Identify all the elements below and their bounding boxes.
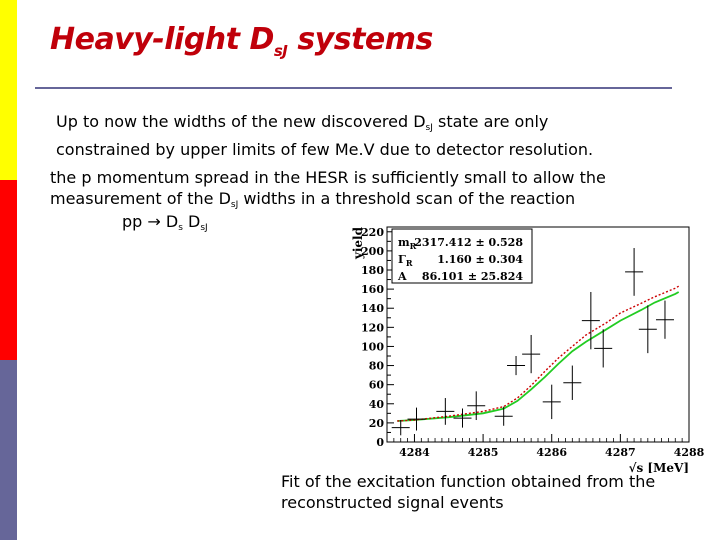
x-tick-label: 4288 — [674, 446, 705, 459]
sidebar-yellow-band — [0, 0, 17, 180]
y-tick-label: 160 — [361, 283, 384, 296]
data-point — [594, 329, 613, 368]
y-tick-label: 100 — [361, 340, 384, 353]
para1-text-a: Up to now the widths of the new discover… — [56, 112, 426, 131]
title-subscript: sJ — [273, 42, 288, 60]
y-tick-label: 80 — [369, 360, 385, 373]
y-tick-label: 200 — [361, 245, 384, 258]
title-divider — [35, 87, 672, 89]
data-point — [625, 248, 644, 296]
fit-parameter-name: A — [397, 270, 407, 283]
para2-text-a: measurement of the D — [50, 189, 231, 208]
data-point — [522, 334, 541, 374]
plot-caption: Fit of the excitation function obtained … — [281, 471, 655, 513]
paragraph-momentum-line1: the p momentum spread in the HESR is suf… — [50, 168, 606, 187]
paragraph-widths-line2: constrained by upper limits of few Me.V … — [56, 140, 594, 159]
sidebar-red-band — [0, 180, 17, 360]
data-point — [494, 406, 513, 426]
x-tick-label: 4285 — [468, 446, 499, 459]
data-point — [453, 408, 472, 428]
paragraph-momentum-line2: measurement of the DsJ widths in a thres… — [50, 188, 606, 216]
para2-subscript: sJ — [230, 200, 239, 210]
x-axis-label: √s [MeV] — [629, 461, 689, 473]
x-tick-label: 4284 — [399, 446, 430, 459]
fit-parameter-value: 86.101 ± 25.824 — [422, 270, 523, 283]
plot-caption-line2: reconstructed signal events — [281, 493, 504, 512]
title-rest: systems — [287, 22, 433, 57]
data-point — [436, 398, 455, 425]
reaction-formula: pp → Ds DsJ — [122, 211, 208, 239]
plot-caption-line1: Fit of the excitation function obtained … — [281, 472, 656, 491]
data-point — [467, 391, 486, 421]
data-point — [581, 291, 600, 350]
fit-curve-solid-green — [397, 291, 680, 422]
reaction-text-b: D — [182, 212, 201, 231]
fit-parameter-value: 1.160 ± 0.304 — [437, 253, 523, 266]
paragraph-widths: Up to now the widths of the new discover… — [56, 111, 593, 160]
y-tick-label: 140 — [361, 302, 384, 315]
y-tick-label: 0 — [376, 436, 384, 449]
reaction-subscript-2: sJ — [200, 223, 208, 233]
y-tick-label: 180 — [361, 264, 384, 277]
paragraph-momentum: the p momentum spread in the HESR is suf… — [50, 167, 606, 216]
reaction-subscript-1: s — [178, 223, 183, 233]
data-point — [563, 365, 582, 400]
data-point — [638, 305, 657, 354]
paragraph-widths-line1: Up to now the widths of the new discover… — [56, 111, 593, 139]
y-axis-label: yield — [351, 226, 365, 260]
sidebar-blue-band — [0, 360, 17, 540]
y-tick-label: 60 — [369, 379, 385, 392]
data-point — [655, 300, 674, 339]
slide-title: Heavy-light DsJ systems — [50, 22, 433, 60]
reaction-text-a: pp → D — [122, 212, 179, 231]
data-point — [407, 407, 426, 431]
y-tick-label: 40 — [369, 398, 385, 411]
title-main: Heavy-light D — [50, 22, 274, 57]
x-tick-label: 4287 — [605, 446, 636, 459]
excitation-function-plot: 0 20 40 60 80 100 120 140 160 180 200 220 4284 4285 42… — [351, 226, 705, 473]
data-point — [542, 384, 561, 420]
fit-parameters-box — [391, 228, 533, 284]
y-tick-label: 20 — [369, 417, 385, 430]
para2-text-b: widths in a threshold scan of the reacti… — [238, 189, 576, 208]
data-point — [507, 356, 526, 376]
para1-text-b: state are only — [432, 112, 549, 131]
y-tick-label: 220 — [361, 226, 384, 239]
y-tick-label: 120 — [361, 321, 384, 334]
x-tick-label: 4286 — [536, 446, 567, 459]
fit-parameter-value: 2317.412 ± 0.528 — [414, 236, 523, 249]
para1-subscript: sJ — [425, 123, 433, 133]
data-point — [391, 420, 410, 436]
fit-curve-dotted-red — [397, 285, 680, 422]
